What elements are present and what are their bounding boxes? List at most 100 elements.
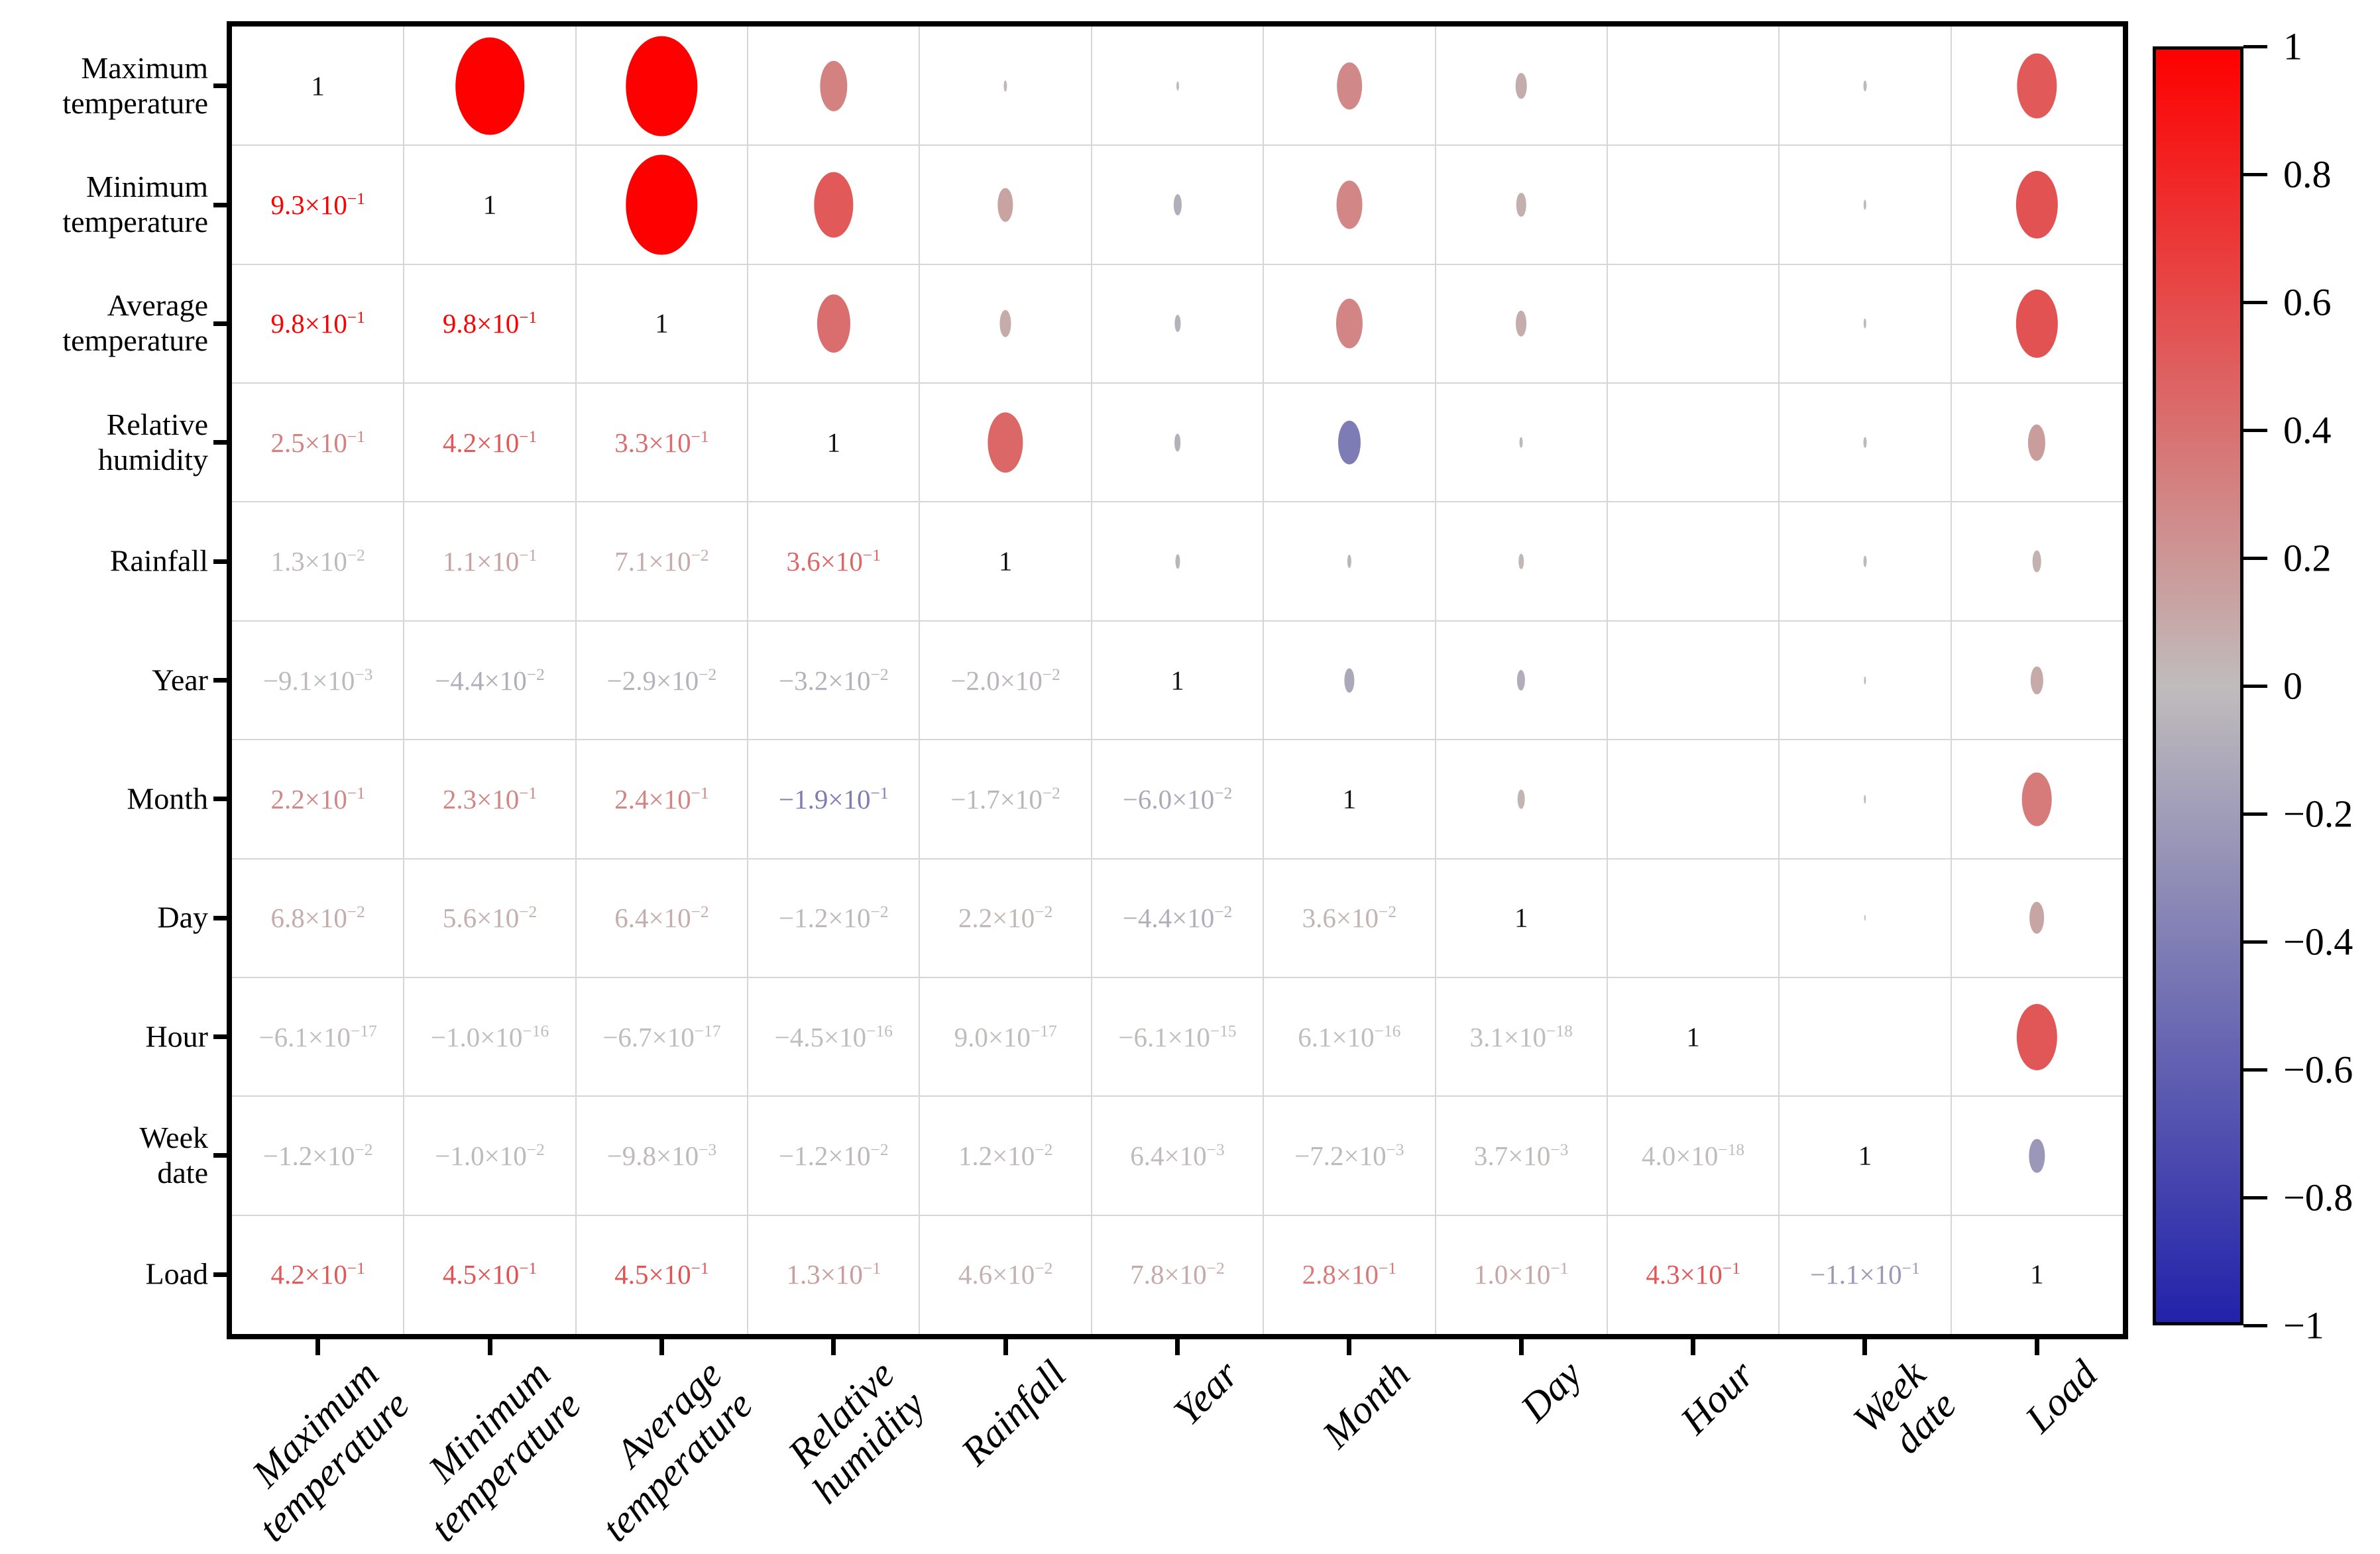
colorbar-tick [2243, 684, 2267, 688]
correlation-value: −6.0×10−2 [1122, 783, 1233, 814]
x-tick [831, 1339, 836, 1355]
x-tick [2034, 1339, 2039, 1355]
y-tick [213, 797, 227, 802]
diagonal-value: 1 [655, 307, 669, 339]
correlation-bubble [626, 154, 698, 255]
correlation-bubble [817, 294, 850, 353]
diagonal-value: 1 [998, 545, 1013, 577]
colorbar-tick-label: 0.4 [2283, 408, 2332, 452]
correlation-value: −6.1×10−17 [258, 1021, 377, 1052]
correlation-value: 3.6×10−2 [1302, 903, 1397, 934]
correlation-value: −1.2×10−2 [778, 1140, 889, 1171]
correlation-bubble [1335, 299, 1363, 349]
correlation-value: 9.3×10−1 [270, 189, 365, 220]
diagonal-value: 1 [482, 189, 497, 220]
y-tick [213, 678, 227, 683]
gridline-horizontal [232, 620, 2123, 622]
colorbar-tick [2243, 1195, 2267, 1199]
correlation-bubble [1518, 553, 1524, 569]
colorbar-tick-label: −0.8 [2283, 1176, 2353, 1219]
correlation-bubble [1516, 311, 1527, 337]
correlation-bubble [814, 172, 854, 238]
colorbar-tick-label: −0.2 [2283, 792, 2353, 836]
diagonal-value: 1 [1342, 783, 1357, 814]
correlation-value: 9.8×10−1 [270, 308, 365, 339]
colorbar-tick [2243, 44, 2267, 48]
correlation-bubble [1517, 669, 1526, 691]
diagonal-value: 1 [2030, 1258, 2044, 1290]
correlation-bubble [1003, 80, 1007, 92]
correlation-value: 6.8×10−2 [270, 903, 365, 934]
y-axis-label: Hour [145, 1019, 208, 1054]
colorbar-gradient [2153, 46, 2243, 1325]
gridline-horizontal [232, 1095, 2123, 1097]
correlation-value: −1.0×10−16 [430, 1021, 549, 1052]
correlation-bubble [1864, 795, 1866, 804]
y-tick [213, 202, 227, 207]
colorbar-tick-label: −0.6 [2283, 1048, 2353, 1091]
correlation-value: 2.4×10−1 [614, 783, 709, 814]
diagonal-value: 1 [1686, 1021, 1700, 1052]
correlation-bubble [1515, 72, 1527, 99]
correlation-bubble [1336, 180, 1363, 229]
colorbar-tick-label: −0.4 [2283, 920, 2353, 964]
y-axis-label: Month [127, 781, 208, 816]
x-tick [1862, 1339, 1868, 1355]
correlation-value: 9.8×10−1 [442, 308, 538, 339]
gridline-horizontal [232, 144, 2123, 146]
x-tick [1347, 1339, 1352, 1355]
correlation-bubble [2016, 170, 2058, 239]
correlation-bubble [1863, 555, 1867, 567]
x-tick [1003, 1339, 1008, 1355]
correlation-value: 2.8×10−1 [1302, 1259, 1397, 1290]
correlation-value: 4.2×10−1 [442, 427, 538, 458]
colorbar-tick [2243, 556, 2267, 560]
correlation-value: −1.7×10−2 [950, 783, 1060, 814]
y-tick [213, 915, 227, 920]
y-tick [213, 1034, 227, 1040]
gridline-horizontal [232, 1214, 2123, 1216]
correlation-value: 4.3×10−1 [1646, 1259, 1740, 1290]
y-axis-label: Day [157, 900, 208, 934]
gridline-horizontal [232, 501, 2123, 503]
colorbar-tick-label: 1 [2283, 25, 2302, 68]
x-tick [1691, 1339, 1696, 1355]
x-tick [659, 1339, 664, 1355]
gridline-vertical [1263, 27, 1265, 1334]
correlation-bubble [2028, 424, 2046, 461]
colorbar-tick-label: 0.2 [2283, 536, 2332, 580]
y-tick [213, 1153, 227, 1158]
correlation-value: −1.9×10−1 [778, 783, 889, 814]
correlation-value: −4.4×10−2 [1122, 903, 1233, 934]
x-tick [1175, 1339, 1180, 1355]
correlation-value: 6.4×10−2 [614, 903, 709, 934]
diagonal-value: 1 [826, 427, 841, 458]
y-axis-label: Week date [139, 1121, 208, 1190]
y-axis-label: Relative humidity [97, 407, 208, 476]
gridline-vertical [1090, 27, 1092, 1334]
y-tick [213, 1272, 227, 1277]
diagonal-value: 1 [311, 70, 325, 101]
correlation-bubble [626, 36, 698, 137]
correlation-value: 6.4×10−3 [1130, 1140, 1225, 1171]
colorbar-tick-label: 0.6 [2283, 280, 2332, 324]
correlation-value: 9.0×10−17 [954, 1021, 1057, 1052]
y-axis-label: Year [152, 663, 208, 697]
gridline-horizontal [232, 382, 2123, 384]
diagonal-value: 1 [1858, 1140, 1872, 1171]
correlation-bubble [1176, 81, 1179, 91]
gridline-horizontal [232, 976, 2123, 978]
correlation-bubble [1863, 318, 1867, 329]
y-tick [213, 440, 227, 445]
correlation-bubble [2029, 902, 2045, 934]
correlation-value: −4.5×10−16 [774, 1021, 893, 1052]
correlation-value: −1.0×10−2 [435, 1140, 545, 1171]
correlation-value: 7.8×10−2 [1130, 1259, 1225, 1290]
gridline-vertical [1606, 27, 1608, 1334]
gridline-horizontal [232, 858, 2123, 860]
y-tick [213, 559, 227, 564]
colorbar-tick-label: 0.8 [2283, 152, 2332, 196]
correlation-bubble [2033, 550, 2041, 573]
correlation-bubble [1517, 789, 1525, 809]
x-tick [487, 1339, 492, 1355]
